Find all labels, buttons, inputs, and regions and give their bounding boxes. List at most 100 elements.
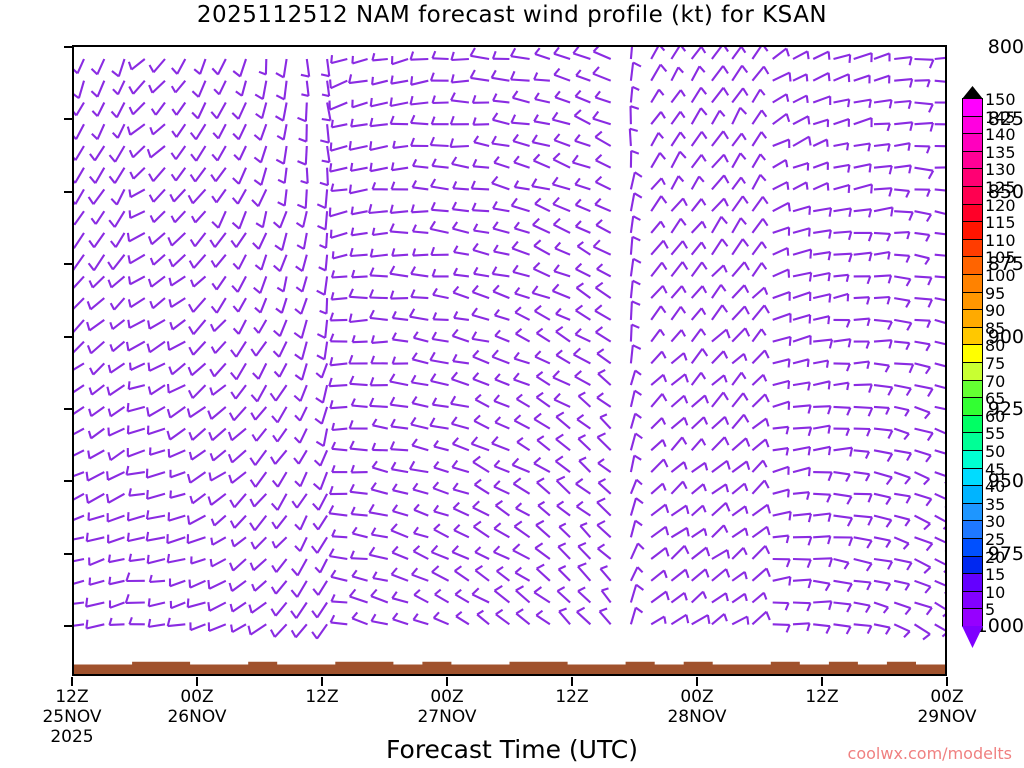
wind-barb [772, 312, 792, 323]
wind-barb [328, 485, 348, 496]
x-label-time: 00Z [180, 687, 214, 707]
colorbar-over-arrow [962, 86, 983, 99]
wind-barb [389, 115, 409, 126]
wind-barb [536, 477, 551, 495]
wind-barb [934, 297, 945, 302]
wind-barb [409, 95, 429, 106]
wind-barb [934, 231, 945, 236]
wind-barb [410, 416, 429, 430]
wind-barb [492, 221, 510, 234]
colorbar-label: 80 [985, 336, 1006, 356]
colorbar-label: 5 [985, 600, 996, 620]
wind-barb [731, 592, 748, 604]
wind-barb [294, 515, 308, 531]
wind-barb [833, 292, 850, 302]
wind-barb [553, 392, 571, 408]
wind-barb [316, 319, 329, 339]
wind-barb [473, 478, 490, 495]
wind-barb [474, 565, 490, 582]
colorbar-cell [962, 362, 983, 381]
wind-barb [228, 471, 247, 484]
wind-barb [146, 405, 166, 418]
wind-barb [731, 284, 750, 299]
wind-barb [250, 340, 268, 357]
wind-barb [691, 527, 708, 539]
wind-barb [934, 384, 945, 389]
wind-barb [629, 542, 645, 560]
wind-barb [629, 192, 643, 212]
wind-barb [833, 405, 852, 416]
wind-barb [369, 117, 388, 128]
wind-barb [229, 493, 247, 509]
wind-barb [330, 183, 348, 193]
wind-barb [189, 167, 207, 183]
wind-barb [472, 349, 490, 365]
wind-barb [348, 74, 368, 85]
wind-barb [251, 188, 268, 208]
wind-barb [186, 514, 206, 526]
wind-barb [189, 123, 207, 141]
wind-barb [189, 232, 207, 248]
wind-barb [690, 47, 707, 60]
wind-barb [74, 254, 85, 271]
wind-barb [650, 261, 668, 278]
wind-barb [207, 579, 227, 590]
colorbar-label: 35 [985, 494, 1006, 514]
wind-barb [451, 221, 470, 234]
wind-barb [227, 427, 247, 442]
wind-barb [391, 612, 409, 626]
wind-barb [89, 362, 106, 376]
wind-barb [575, 282, 592, 299]
wind-barb [126, 231, 146, 243]
wind-barb [914, 536, 934, 552]
x-label-time: 12Z [55, 687, 89, 707]
wind-barb [149, 123, 166, 136]
wind-barb [167, 232, 187, 247]
wind-barb [213, 80, 227, 96]
wind-barb [452, 482, 470, 495]
wind-barb [579, 522, 592, 538]
wind-barb [731, 261, 750, 278]
wind-barb [430, 246, 449, 257]
wind-barb [390, 523, 409, 539]
wind-barb [370, 613, 389, 626]
wind-barb [453, 523, 470, 539]
wind-barb [894, 210, 914, 221]
wind-barb [187, 188, 207, 205]
wind-barb [166, 383, 186, 394]
wind-barb [331, 422, 348, 432]
wind-barb [691, 546, 711, 560]
wind-barb [597, 478, 612, 495]
wind-barb [296, 189, 308, 210]
colorbar-cell [962, 186, 983, 205]
wind-barb [772, 425, 790, 435]
wind-barb [595, 326, 612, 343]
wind-barb [894, 188, 911, 198]
wind-barb [74, 319, 85, 333]
wind-barb [106, 384, 126, 397]
wind-barb [934, 449, 945, 455]
wind-barb [390, 181, 409, 191]
wind-barb [209, 362, 227, 378]
wind-barb [368, 397, 388, 408]
wind-barb [556, 586, 571, 604]
wind-barb [269, 623, 288, 638]
wind-barb [574, 134, 591, 147]
colorbar-cell [962, 538, 983, 557]
wind-barb [670, 261, 689, 278]
colorbar-cell [962, 590, 983, 610]
wind-barb [597, 543, 612, 560]
wind-barb [751, 47, 769, 60]
terrain-band [74, 661, 945, 674]
y-axis-tick [64, 625, 73, 627]
wind-barb [833, 318, 851, 328]
wind-barb [853, 251, 873, 262]
wind-barb [914, 253, 931, 265]
wind-barb [511, 90, 530, 104]
wind-barb [496, 566, 511, 582]
colorbar-cell [962, 467, 983, 487]
wind-barb [792, 578, 813, 589]
wind-barb [329, 142, 348, 152]
wind-barb [107, 254, 126, 271]
wind-barb [411, 180, 429, 191]
